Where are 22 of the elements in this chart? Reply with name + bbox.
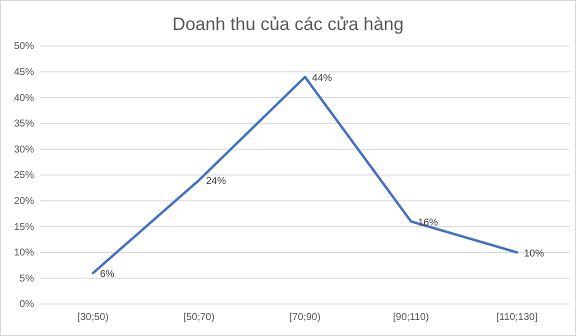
y-tick-label: 15%	[14, 222, 34, 233]
y-tick-label: 35%	[14, 118, 34, 130]
y-tick-label: 0%	[20, 299, 34, 310]
y-tick-label: 40%	[14, 92, 34, 104]
y-tick-label: 20%	[14, 196, 34, 207]
y-tick-label: 30%	[14, 144, 34, 156]
x-tick-label: [110;130]	[496, 312, 538, 324]
x-tick-label: [90;110)	[393, 312, 429, 324]
x-tick-label: [70;90)	[289, 312, 321, 324]
y-tick-label: 5%	[20, 273, 34, 284]
y-tick-label: 45%	[14, 67, 34, 78]
y-tick-label: 10%	[14, 248, 34, 259]
chart-title: Doanh thu của các cửa hàng	[172, 14, 404, 34]
y-tick-label: 25%	[14, 170, 34, 182]
data-label: 24%	[206, 176, 226, 188]
data-label: 44%	[312, 72, 332, 84]
data-label: 16%	[418, 217, 438, 228]
y-tick-label: 50%	[14, 41, 34, 52]
data-label: 6%	[100, 269, 115, 280]
x-tick-label: [30;50)	[77, 312, 109, 324]
x-tick-label: [50;70)	[183, 312, 215, 324]
data-label: 10%	[524, 248, 544, 260]
